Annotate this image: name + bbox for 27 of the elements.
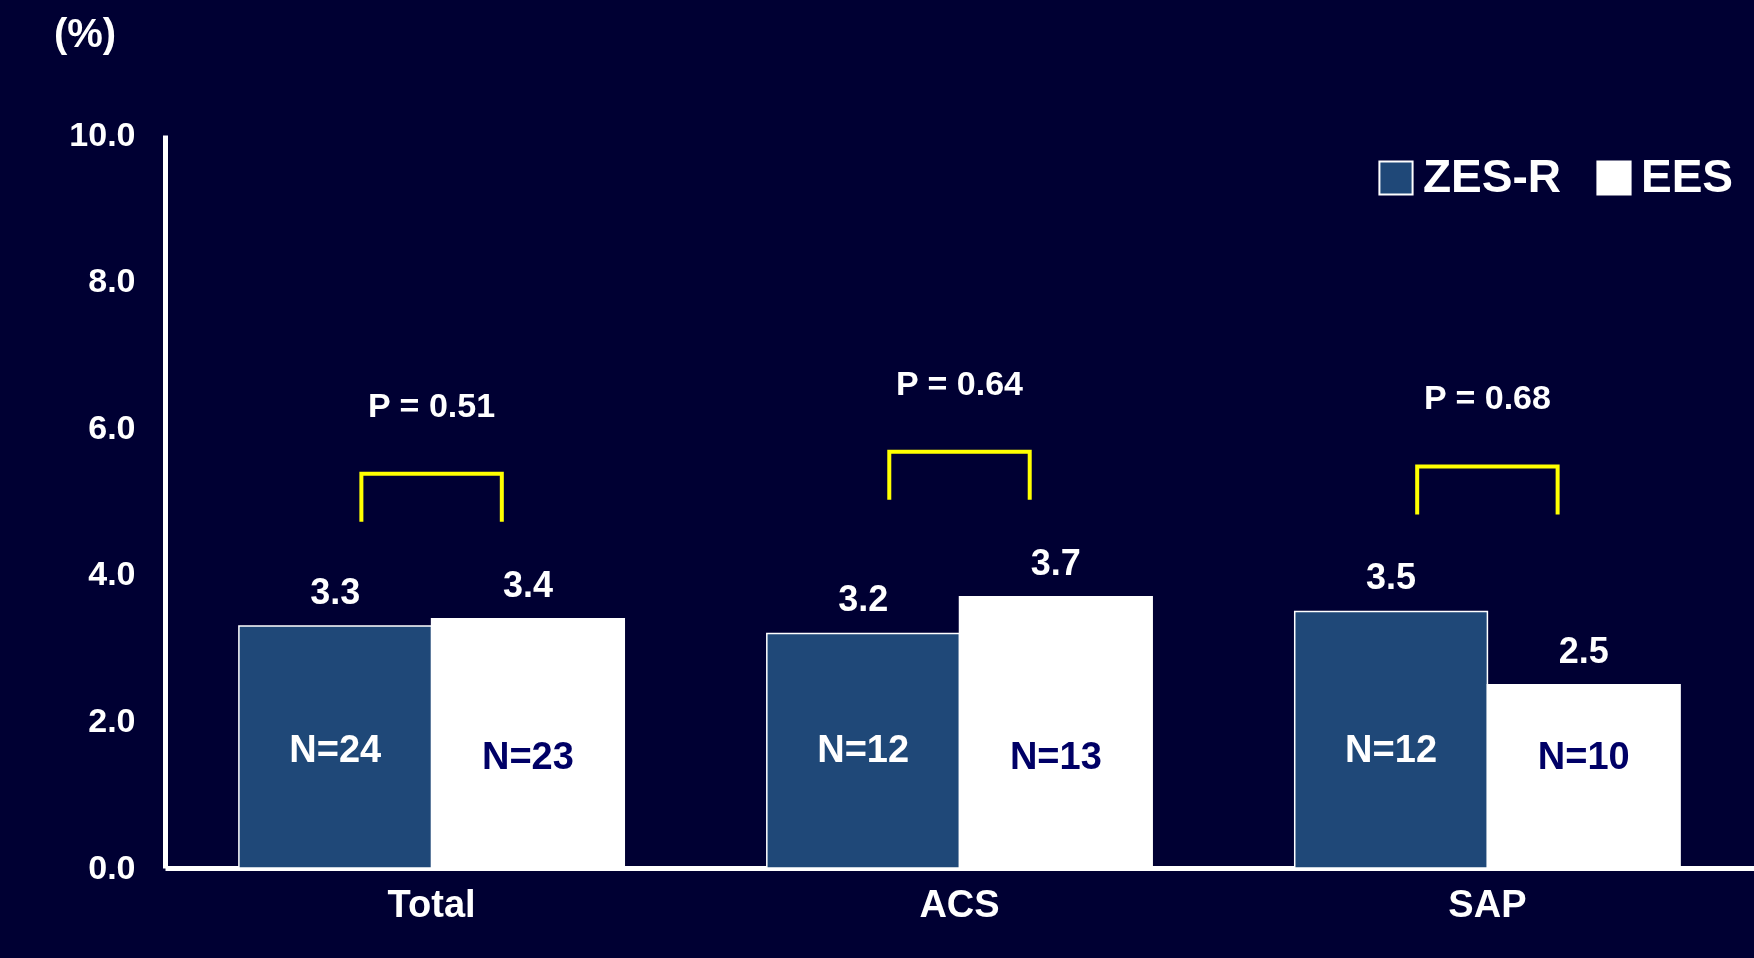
- data-label: 3.3: [310, 571, 361, 613]
- y-tick-label: 8.0: [88, 261, 136, 300]
- annotation: N=10: [1537, 735, 1630, 778]
- y-tick-label: 0.0: [88, 847, 136, 886]
- legend-label: ZES-R: [1423, 150, 1561, 202]
- data-label: 2.5: [1558, 629, 1609, 671]
- data-label: 3.4: [502, 563, 553, 605]
- x-tick-label: Total: [387, 882, 476, 925]
- data-label: 3.5: [1366, 556, 1417, 598]
- annotation: P = 0.68: [1423, 378, 1551, 417]
- annotation: N=23: [481, 735, 574, 778]
- y-tick-label: 6.0: [88, 407, 136, 446]
- annotation: P = 0.51: [368, 385, 496, 424]
- y-tick-label: 2.0: [88, 700, 136, 739]
- x-tick-label: SAP: [1448, 882, 1527, 925]
- annotation: N=12: [1345, 727, 1438, 770]
- annotation: N=12: [817, 727, 910, 770]
- y-axis-title: (%): [53, 11, 117, 55]
- y-tick-label: 10.0: [69, 114, 136, 153]
- y-tick-label: 4.0: [88, 554, 136, 593]
- annotation: P = 0.64: [896, 363, 1024, 402]
- annotation: N=13: [1009, 735, 1102, 778]
- data-label: 3.7: [1030, 541, 1081, 583]
- legend-label: EES: [1641, 150, 1734, 202]
- data-label: 3.2: [838, 578, 889, 620]
- x-tick-label: ACS: [919, 882, 1000, 925]
- annotation: N=24: [289, 727, 382, 770]
